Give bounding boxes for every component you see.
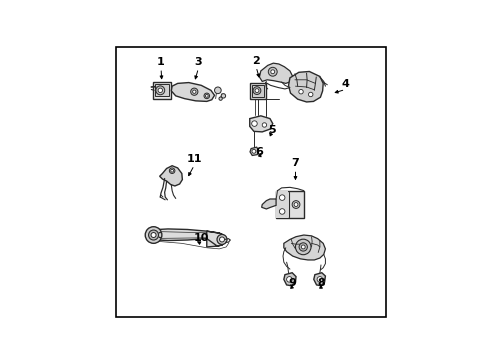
Polygon shape bbox=[153, 82, 171, 99]
Circle shape bbox=[295, 239, 311, 255]
Circle shape bbox=[301, 245, 305, 249]
Polygon shape bbox=[252, 85, 264, 97]
Polygon shape bbox=[153, 229, 225, 247]
Polygon shape bbox=[276, 191, 288, 219]
Polygon shape bbox=[259, 63, 293, 84]
Circle shape bbox=[151, 233, 156, 238]
Polygon shape bbox=[172, 82, 215, 102]
Circle shape bbox=[262, 123, 267, 127]
Polygon shape bbox=[276, 191, 304, 219]
Polygon shape bbox=[155, 84, 169, 96]
Circle shape bbox=[299, 90, 303, 94]
Circle shape bbox=[148, 230, 159, 240]
Circle shape bbox=[156, 86, 165, 95]
Circle shape bbox=[217, 234, 227, 244]
Text: 4: 4 bbox=[342, 79, 349, 89]
Polygon shape bbox=[289, 72, 323, 102]
Circle shape bbox=[269, 67, 277, 76]
Circle shape bbox=[252, 149, 256, 153]
Text: 3: 3 bbox=[195, 57, 202, 67]
Polygon shape bbox=[262, 199, 276, 209]
Circle shape bbox=[221, 94, 225, 98]
Polygon shape bbox=[250, 147, 259, 156]
Polygon shape bbox=[314, 273, 325, 286]
Polygon shape bbox=[250, 82, 266, 99]
Polygon shape bbox=[250, 116, 273, 132]
Polygon shape bbox=[284, 273, 296, 286]
Text: 1: 1 bbox=[157, 57, 165, 67]
Polygon shape bbox=[284, 235, 325, 260]
Text: 6: 6 bbox=[255, 147, 264, 157]
Text: 8: 8 bbox=[317, 278, 325, 288]
Text: 2: 2 bbox=[252, 56, 260, 66]
Circle shape bbox=[219, 97, 222, 100]
Circle shape bbox=[158, 88, 163, 93]
Text: 9: 9 bbox=[288, 278, 296, 288]
Circle shape bbox=[220, 237, 224, 242]
Circle shape bbox=[292, 201, 300, 208]
Text: 10: 10 bbox=[194, 233, 209, 243]
Circle shape bbox=[299, 243, 307, 251]
Text: 11: 11 bbox=[187, 154, 202, 164]
Circle shape bbox=[171, 169, 173, 172]
Circle shape bbox=[215, 87, 221, 94]
Text: 7: 7 bbox=[292, 158, 299, 168]
Circle shape bbox=[279, 195, 285, 201]
Circle shape bbox=[252, 121, 257, 126]
Circle shape bbox=[271, 70, 275, 74]
Circle shape bbox=[170, 168, 175, 174]
Circle shape bbox=[287, 276, 292, 282]
Circle shape bbox=[205, 94, 208, 97]
Polygon shape bbox=[160, 166, 182, 186]
Circle shape bbox=[309, 92, 313, 97]
Circle shape bbox=[253, 87, 261, 94]
Circle shape bbox=[294, 203, 298, 207]
Circle shape bbox=[204, 93, 210, 99]
Text: 5: 5 bbox=[268, 125, 276, 135]
Circle shape bbox=[145, 227, 162, 243]
Circle shape bbox=[255, 89, 259, 93]
Circle shape bbox=[317, 276, 322, 282]
Circle shape bbox=[279, 209, 285, 214]
Circle shape bbox=[191, 88, 198, 95]
Circle shape bbox=[193, 90, 196, 93]
